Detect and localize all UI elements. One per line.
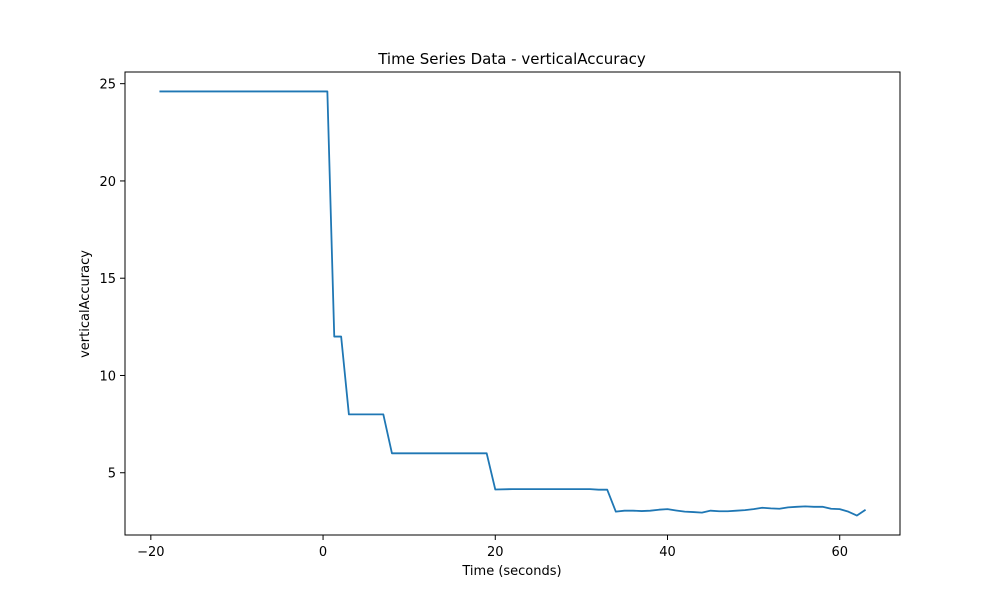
y-tick-label: 25 bbox=[99, 78, 116, 93]
y-axis-label: verticalAccuracy bbox=[78, 250, 93, 358]
series-line-0 bbox=[159, 90, 867, 517]
y-axis-ticks: 5 10 15 20 25 bbox=[99, 78, 125, 482]
y-tick-label: 10 bbox=[99, 369, 116, 384]
plot-area bbox=[159, 90, 867, 517]
x-axis-label: Time (seconds) bbox=[461, 564, 561, 579]
x-axis-ticks: −20 0 20 40 60 bbox=[137, 535, 848, 560]
x-tick-label: 40 bbox=[659, 545, 676, 560]
chart-title: Time Series Data - verticalAccuracy bbox=[377, 50, 646, 68]
y-tick-label: 5 bbox=[108, 467, 116, 482]
x-tick-label: 60 bbox=[831, 545, 848, 560]
x-tick-label: 20 bbox=[487, 545, 504, 560]
y-tick-label: 15 bbox=[99, 272, 116, 287]
y-tick-label: 20 bbox=[99, 175, 116, 190]
x-tick-label: 0 bbox=[319, 545, 327, 560]
axes-frame bbox=[124, 71, 901, 536]
x-tick-label: −20 bbox=[137, 545, 164, 560]
